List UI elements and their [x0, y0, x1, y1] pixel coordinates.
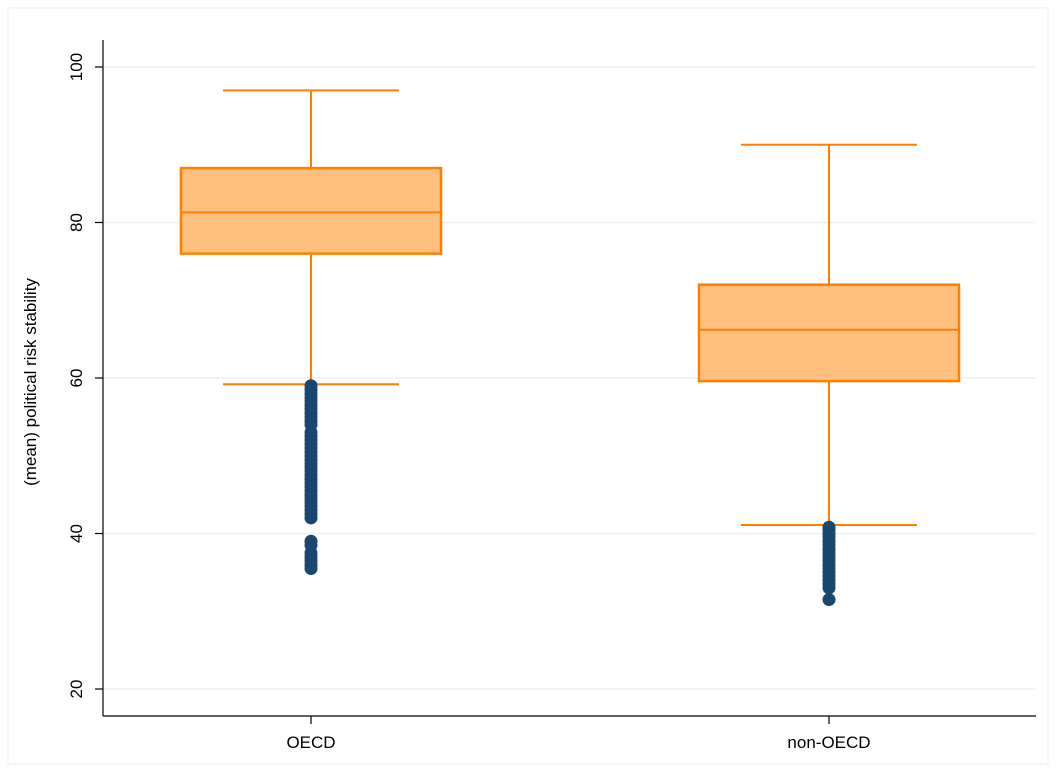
x-category-label-non-oecd: non-OECD — [787, 733, 870, 752]
y-tick-label-20: 20 — [67, 680, 86, 699]
x-category-labels: OECD non-OECD — [286, 716, 871, 752]
oecd-outlier-40 — [304, 561, 318, 575]
y-tick-label-40: 40 — [67, 524, 86, 543]
outliers — [304, 379, 836, 607]
y-axis-title: (mean) political risk stability — [21, 278, 40, 486]
plot-background — [7, 7, 1049, 765]
x-category-label-oecd: OECD — [286, 733, 335, 752]
y-tick-label-80: 80 — [67, 213, 86, 232]
non-oecd-outlier-16 — [822, 581, 836, 595]
boxes — [179, 89, 961, 526]
non-oecd-box — [697, 283, 961, 383]
oecd-box — [179, 166, 443, 255]
y-tick-label-60: 60 — [67, 369, 86, 388]
y-ticks: 20 40 60 80 100 — [67, 53, 103, 699]
non-oecd-outlier-17 — [822, 593, 836, 607]
oecd-outlier-33 — [304, 511, 318, 525]
y-tick-label-100: 100 — [67, 53, 86, 81]
